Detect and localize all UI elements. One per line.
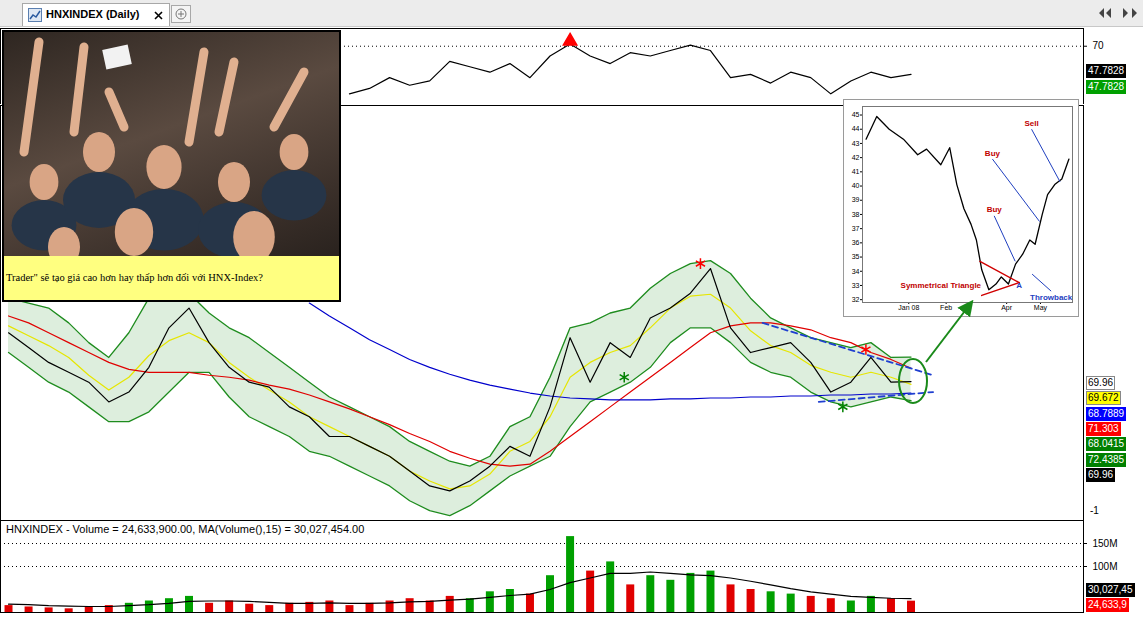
svg-text:Feb: Feb xyxy=(940,304,952,311)
html-text:71.303: 71.303 xyxy=(1088,422,1119,434)
html-text:Trader" sẽ tạo giá cao hơn hay: Trader" sẽ tạo giá cao hơn hay thấp hơn … xyxy=(6,272,263,283)
svg-text:40: 40 xyxy=(852,182,860,189)
svg-text:A: A xyxy=(1016,281,1022,290)
html-text:30,027,45: 30,027,45 xyxy=(1088,584,1133,595)
html-text:69.672: 69.672 xyxy=(1088,392,1119,404)
svg-text:33: 33 xyxy=(852,282,860,289)
svg-text:Apr: Apr xyxy=(1001,304,1013,312)
svg-text:150M: 150M xyxy=(1093,538,1118,549)
svg-text:34: 34 xyxy=(852,267,860,274)
svg-text:42: 42 xyxy=(852,154,860,161)
html-text:68.7889: 68.7889 xyxy=(1088,407,1125,419)
svg-text:32: 32 xyxy=(852,296,860,303)
html-text:HNXINDEX - Volume = 24,633,900: HNXINDEX - Volume = 24,633,900.00, MA(Vo… xyxy=(6,523,365,535)
svg-text:Buy: Buy xyxy=(985,149,1001,158)
svg-text:100M: 100M xyxy=(1093,561,1118,572)
svg-text:Buy: Buy xyxy=(987,205,1003,214)
html-text:69.96: 69.96 xyxy=(1088,377,1113,388)
html-text:HNXINDEX (Daily): HNXINDEX (Daily) xyxy=(46,8,140,20)
svg-text:38: 38 xyxy=(852,211,860,218)
html-text:47.7828: 47.7828 xyxy=(1088,65,1125,76)
svg-text:May: May xyxy=(1034,304,1048,312)
html-text:24,633,9: 24,633,9 xyxy=(1088,599,1127,610)
svg-text:37: 37 xyxy=(852,225,860,232)
svg-text:35: 35 xyxy=(852,253,860,260)
svg-text:44: 44 xyxy=(852,125,860,132)
svg-text:39: 39 xyxy=(852,196,860,203)
svg-text:45: 45 xyxy=(852,111,860,118)
html-text:68.0415: 68.0415 xyxy=(1088,438,1125,450)
html-text:47.7828: 47.7828 xyxy=(1088,81,1125,92)
svg-text:Symmetrical Triangle: Symmetrical Triangle xyxy=(901,281,982,290)
svg-text:Jan 08: Jan 08 xyxy=(898,304,919,311)
html-text:72.4385: 72.4385 xyxy=(1088,453,1125,465)
svg-text:Throwback: Throwback xyxy=(1030,293,1073,302)
svg-text:41: 41 xyxy=(852,168,860,175)
svg-text:43: 43 xyxy=(852,140,860,147)
svg-text:36: 36 xyxy=(852,239,860,246)
html-text:69.96: 69.96 xyxy=(1088,468,1113,480)
svg-text:Sell: Sell xyxy=(1024,119,1038,128)
svg-text:70: 70 xyxy=(1093,40,1105,51)
html-text:-1: -1 xyxy=(1090,505,1099,516)
